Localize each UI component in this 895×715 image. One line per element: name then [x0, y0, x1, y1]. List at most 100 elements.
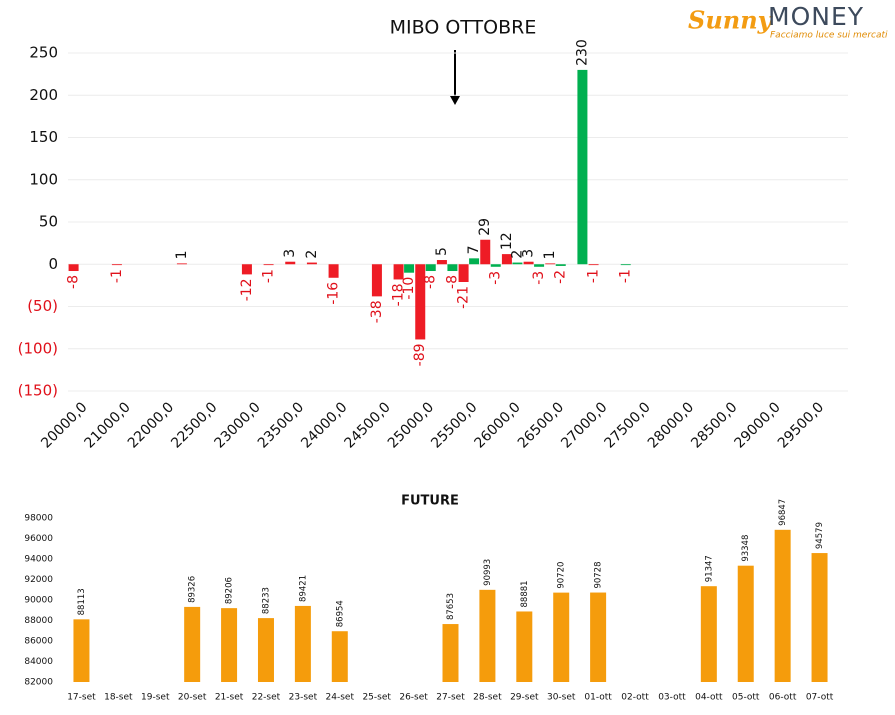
bar — [425, 264, 436, 272]
value-label: 12 — [499, 232, 515, 250]
value-label: 3 — [282, 249, 298, 258]
bar — [415, 264, 426, 340]
y-tick-label: 86000 — [24, 637, 53, 647]
value-label: -12 — [239, 278, 255, 301]
logo-tagline: Facciamo luce sui mercati — [770, 31, 888, 41]
value-label: -8 — [423, 275, 439, 289]
value-label: 90728 — [594, 561, 604, 588]
y-tick-label: 0 — [48, 255, 58, 273]
value-label: 86954 — [335, 600, 345, 627]
x-tick-label: 23000,0 — [212, 399, 264, 451]
value-label: -8 — [66, 275, 82, 289]
bar — [257, 618, 274, 682]
x-tick-label: 27-set — [436, 693, 465, 703]
logo-brand: Sunny — [688, 6, 774, 35]
bar — [285, 261, 296, 265]
x-tick-label: 18-set — [104, 693, 133, 703]
value-label: -89 — [412, 343, 428, 366]
y-tick-label: (100) — [18, 339, 58, 357]
bar — [73, 619, 90, 682]
x-tick-label: 20-set — [178, 693, 207, 703]
x-tick-label: 26-set — [399, 693, 428, 703]
bar — [534, 264, 545, 267]
x-tick-label: 03-ott — [658, 693, 686, 703]
x-tick-label: 22000,0 — [125, 399, 177, 451]
x-tick-label: 24000,0 — [298, 399, 350, 451]
value-label: -2 — [553, 270, 569, 284]
bar — [553, 592, 570, 682]
bar — [545, 263, 556, 265]
value-label: 1 — [542, 250, 558, 259]
x-tick-label: 19-set — [141, 693, 170, 703]
annotation-arrowhead — [450, 96, 460, 105]
bar — [371, 264, 382, 297]
value-label: -18 — [391, 283, 407, 306]
value-label: 87653 — [446, 593, 456, 620]
bar — [436, 260, 447, 265]
bar — [469, 258, 480, 265]
x-tick-label: 27000,0 — [558, 399, 610, 451]
x-tick-label: 23500,0 — [255, 399, 307, 451]
x-tick-label: 20000,0 — [38, 399, 90, 451]
bar — [442, 624, 459, 682]
value-label: -3 — [488, 271, 504, 285]
y-tick-label: 94000 — [24, 555, 53, 565]
x-tick-label: 27500,0 — [602, 399, 654, 451]
x-tick-label: 06-ott — [769, 693, 797, 703]
value-label: 1 — [174, 250, 190, 259]
bar — [490, 264, 501, 267]
bar — [774, 529, 791, 682]
x-tick-label: 24-set — [326, 693, 355, 703]
x-tick-label: 28-set — [473, 693, 502, 703]
bar — [458, 264, 469, 282]
bar — [555, 264, 566, 266]
value-label: 2 — [304, 250, 320, 259]
value-label: 88881 — [520, 580, 530, 607]
bar — [404, 264, 415, 273]
x-tick-label: 29-set — [510, 693, 539, 703]
value-label: -8 — [444, 275, 460, 289]
y-tick-label: 88000 — [24, 616, 53, 626]
y-tick-label: 100 — [29, 170, 58, 188]
value-label: 2 — [509, 250, 525, 259]
value-label: 3 — [521, 249, 537, 258]
y-tick-label: 96000 — [24, 534, 53, 544]
value-label: 94579 — [815, 522, 825, 549]
value-label: -1 — [261, 269, 277, 283]
bar — [737, 565, 754, 682]
bar — [577, 69, 588, 265]
x-tick-label: 02-ott — [621, 693, 649, 703]
bar — [590, 592, 607, 682]
bar — [393, 264, 404, 280]
x-tick-label: 22-set — [252, 693, 281, 703]
chart-title: FUTURE — [401, 494, 459, 509]
bar — [328, 264, 339, 278]
value-label: -1 — [109, 269, 125, 283]
x-tick-label: 01-ott — [584, 693, 612, 703]
y-tick-label: 200 — [29, 86, 58, 104]
bar — [306, 262, 317, 265]
bar — [241, 264, 252, 275]
x-tick-label: 21-set — [215, 693, 244, 703]
x-tick-label: 04-ott — [695, 693, 723, 703]
value-label: -3 — [531, 271, 547, 285]
bar — [811, 553, 828, 682]
x-tick-label: 28000,0 — [645, 399, 697, 451]
bar — [479, 589, 496, 682]
y-tick-label: 98000 — [24, 514, 53, 524]
bar — [331, 631, 348, 682]
value-label: -16 — [326, 282, 342, 305]
logo: Sunny MONEY Facciamo luce sui mercati — [688, 2, 888, 41]
bar — [176, 263, 187, 265]
value-label: -21 — [456, 286, 472, 309]
x-tick-label: 25000,0 — [385, 399, 437, 451]
y-tick-label: 92000 — [24, 575, 53, 585]
x-tick-label: 29500,0 — [775, 399, 827, 451]
bar — [221, 608, 238, 682]
value-label: 89206 — [225, 577, 235, 604]
annotation: MIBO OTTOBRE — [390, 17, 537, 39]
bar — [523, 261, 534, 265]
logo-name: MONEY — [768, 2, 864, 31]
x-tick-label: 25-set — [362, 693, 391, 703]
